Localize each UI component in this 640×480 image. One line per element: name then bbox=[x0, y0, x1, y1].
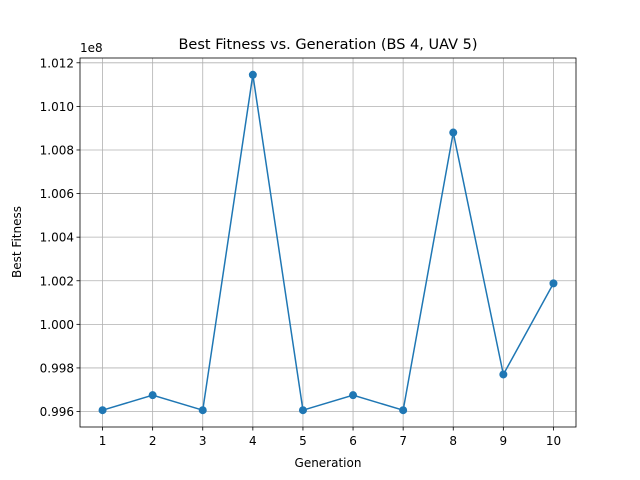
series-layer bbox=[98, 70, 558, 415]
y-tick-label: 1.000 bbox=[40, 318, 74, 332]
x-tick-label: 6 bbox=[349, 434, 357, 448]
data-point-marker bbox=[198, 406, 207, 415]
data-point-marker bbox=[399, 406, 408, 415]
data-point-marker bbox=[499, 370, 508, 379]
y-tick-label: 1.012 bbox=[40, 56, 74, 70]
x-tick-label: 9 bbox=[500, 434, 508, 448]
x-tick-label: 7 bbox=[399, 434, 407, 448]
y-axis-ticks: 0.996 0.998 1.000 1.002 1.004 1.006 1.008 1.010… bbox=[40, 56, 80, 419]
data-point-marker bbox=[549, 279, 558, 288]
y-tick-label: 1.010 bbox=[40, 100, 74, 114]
y-tick-label: 1.004 bbox=[40, 231, 74, 245]
y-axis-title: Best Fitness bbox=[10, 206, 24, 278]
data-point-marker bbox=[298, 406, 307, 415]
y-tick-label: 0.998 bbox=[40, 361, 74, 375]
series-line bbox=[102, 74, 555, 412]
x-tick-label: 10 bbox=[546, 434, 561, 448]
y-axis-offset-label: 1e8 bbox=[80, 41, 103, 55]
y-tick-label: 1.006 bbox=[40, 187, 74, 201]
x-tick-label: 8 bbox=[449, 434, 457, 448]
chart-title: Best Fitness vs. Generation (BS 4, UAV 5… bbox=[178, 37, 477, 53]
y-tick-label: 0.996 bbox=[40, 405, 74, 419]
plot-area-frame bbox=[79, 57, 577, 428]
data-point-marker bbox=[248, 70, 257, 79]
x-tick-label: 2 bbox=[149, 434, 157, 448]
x-tick-label: 5 bbox=[299, 434, 307, 448]
y-tick-label: 1.008 bbox=[40, 143, 74, 157]
data-point-marker bbox=[148, 391, 157, 400]
data-point-marker bbox=[349, 391, 358, 400]
data-point-marker bbox=[449, 128, 458, 137]
y-tick-label: 1.002 bbox=[40, 274, 74, 288]
x-tick-label: 4 bbox=[249, 434, 257, 448]
x-tick-label: 3 bbox=[199, 434, 207, 448]
x-axis-ticks: 1 2 3 4 5 6 7 8 9 10 bbox=[99, 427, 561, 448]
data-point-marker bbox=[98, 406, 107, 415]
x-tick-label: 1 bbox=[99, 434, 107, 448]
x-axis-title: Generation bbox=[295, 456, 362, 470]
